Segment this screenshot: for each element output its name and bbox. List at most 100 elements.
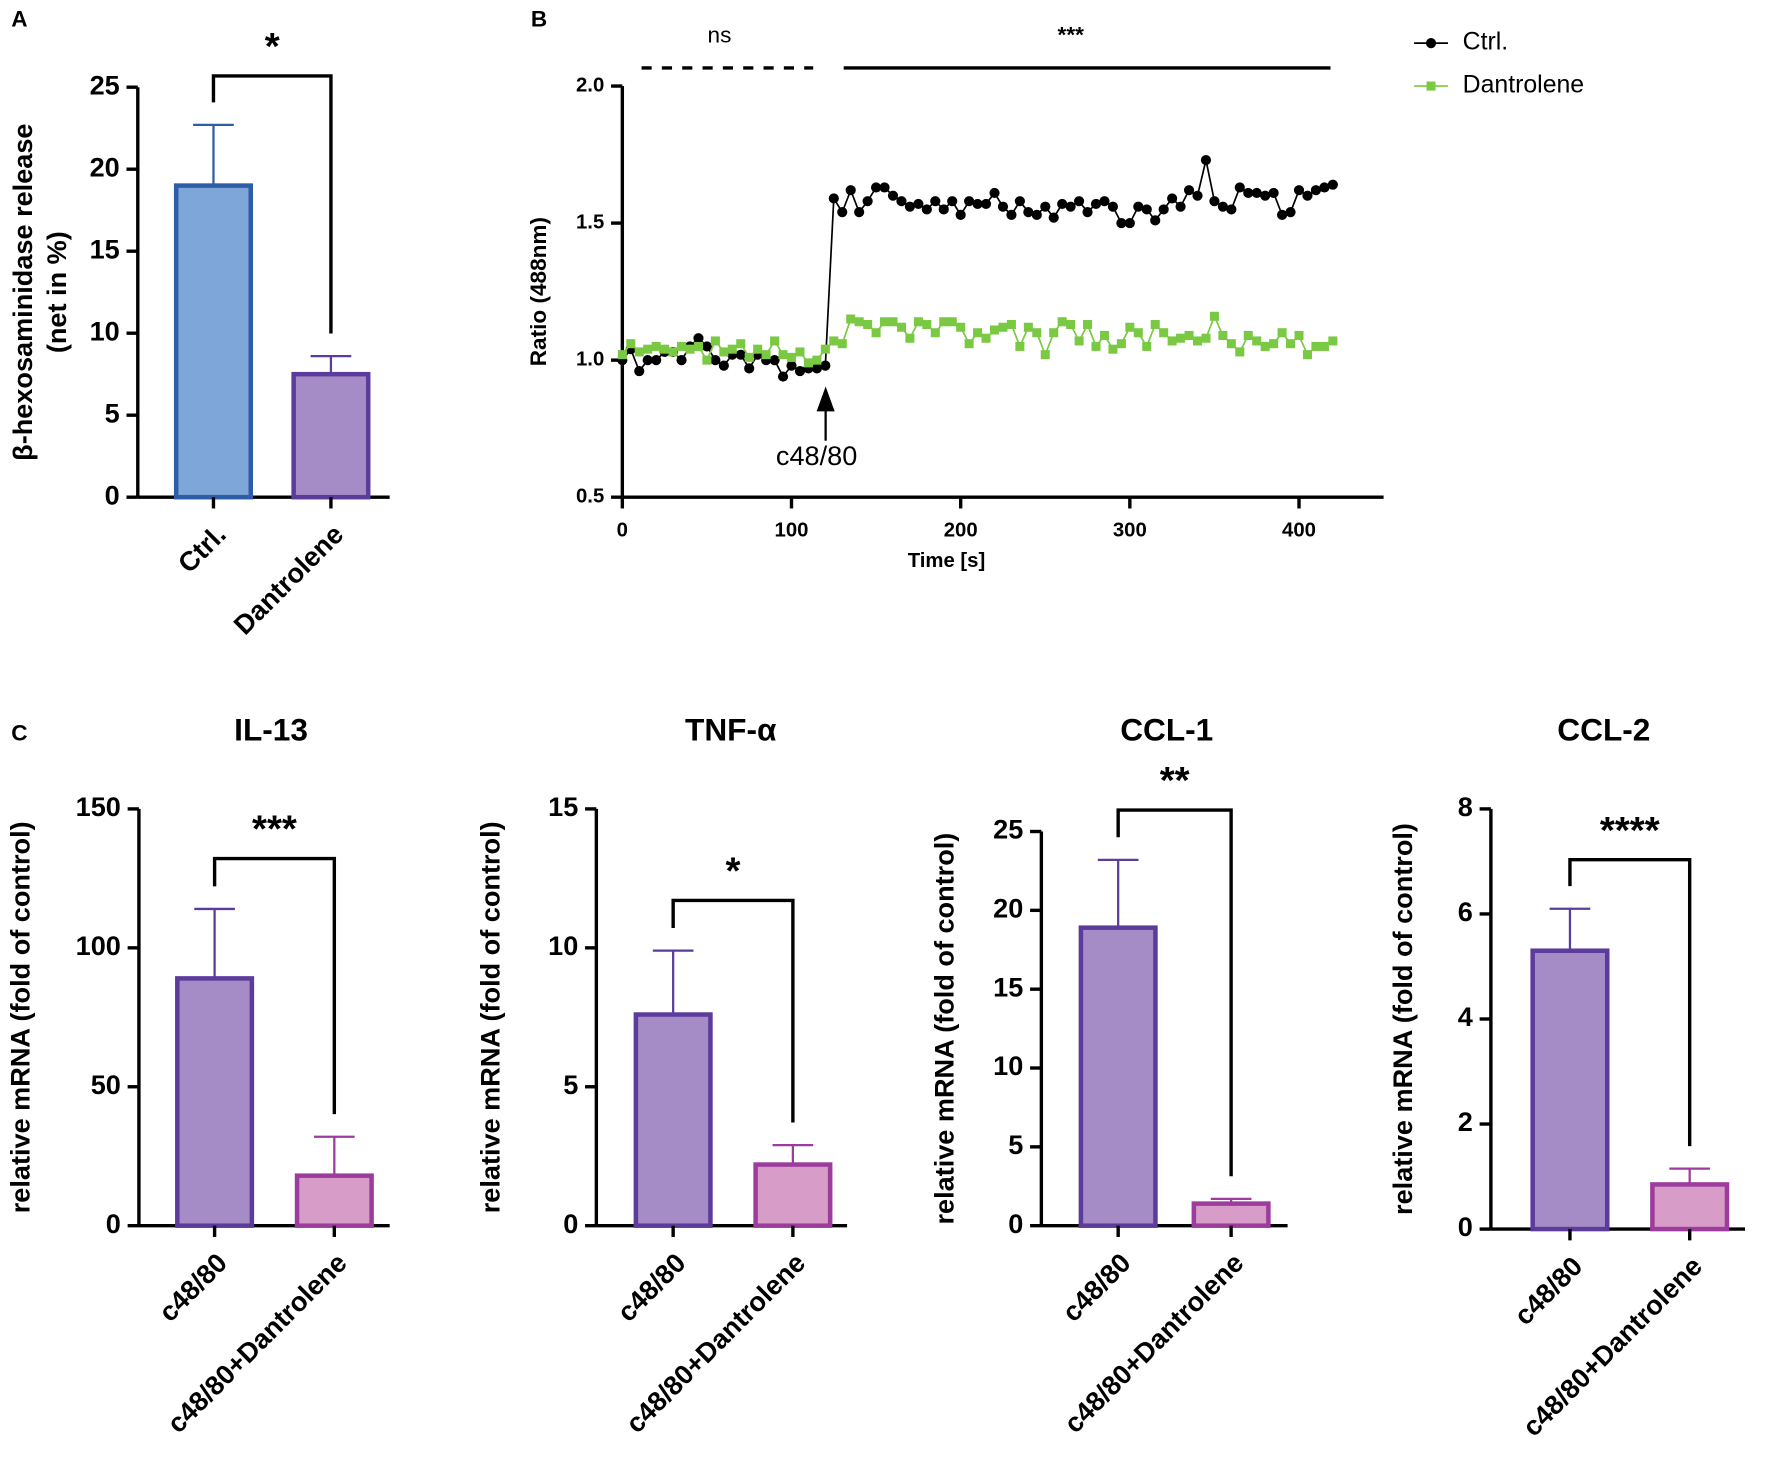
data-point bbox=[1243, 330, 1253, 340]
data-point bbox=[634, 347, 644, 357]
data-point bbox=[1260, 341, 1270, 351]
data-point bbox=[1175, 201, 1186, 212]
data-point bbox=[651, 355, 662, 366]
data-point bbox=[930, 328, 940, 338]
x-tick-label: c48/80 bbox=[611, 1247, 692, 1328]
data-point bbox=[693, 341, 703, 351]
data-point bbox=[1066, 319, 1076, 330]
chart-title: TNF-α bbox=[685, 711, 777, 747]
bar bbox=[291, 371, 371, 500]
data-point bbox=[947, 317, 957, 327]
data-point bbox=[1167, 336, 1177, 346]
data-point bbox=[921, 204, 932, 215]
y-axis-label: β-hexosaminidase release bbox=[7, 124, 38, 461]
y-tick-label: 0 bbox=[106, 1208, 121, 1239]
data-point bbox=[964, 339, 974, 349]
annotation: ns bbox=[708, 22, 732, 47]
y-axis-label: (net in %) bbox=[41, 231, 72, 353]
data-point bbox=[1125, 322, 1135, 332]
significance-label: * bbox=[265, 25, 280, 68]
data-point bbox=[1065, 201, 1076, 212]
y-axis-label: Ratio (488nm) bbox=[526, 217, 551, 366]
x-tick-label: 400 bbox=[1282, 519, 1316, 541]
x-tick-label: 300 bbox=[1113, 519, 1147, 541]
data-point bbox=[1083, 319, 1093, 330]
data-point bbox=[981, 333, 991, 343]
data-point bbox=[1176, 333, 1186, 343]
legend-label: Dantrolene bbox=[1463, 72, 1584, 99]
data-point bbox=[1277, 328, 1287, 338]
y-tick-label: 10 bbox=[90, 315, 120, 346]
y-tick-label: 150 bbox=[76, 791, 121, 822]
data-point bbox=[845, 185, 856, 196]
data-point bbox=[896, 322, 906, 332]
y-tick-label: 50 bbox=[91, 1069, 121, 1100]
data-point bbox=[904, 201, 916, 212]
data-point bbox=[1133, 201, 1144, 212]
data-point bbox=[1133, 328, 1143, 338]
y-tick-label: 5 bbox=[563, 1069, 578, 1100]
panel-label: C bbox=[11, 720, 27, 745]
data-point bbox=[1286, 339, 1296, 349]
data-point bbox=[947, 196, 958, 207]
data-point bbox=[651, 341, 661, 351]
data-point bbox=[1116, 218, 1127, 229]
data-point bbox=[1302, 350, 1312, 360]
significance-bracket bbox=[212, 856, 337, 1115]
bar bbox=[1650, 1182, 1730, 1232]
data-point bbox=[701, 341, 713, 352]
data-point bbox=[922, 319, 932, 330]
data-point bbox=[1150, 215, 1161, 226]
data-point bbox=[761, 350, 771, 360]
data-point bbox=[735, 349, 746, 360]
legend-marker bbox=[1425, 38, 1437, 49]
data-point bbox=[880, 317, 890, 327]
y-tick-label: 4 bbox=[1458, 1001, 1473, 1032]
data-point bbox=[1040, 350, 1050, 360]
data-point bbox=[871, 328, 881, 338]
annotation: *** bbox=[1058, 22, 1085, 47]
data-point bbox=[846, 314, 856, 324]
data-point bbox=[702, 355, 712, 365]
data-point bbox=[1116, 339, 1126, 349]
y-tick-label: 15 bbox=[90, 233, 120, 264]
data-point bbox=[1192, 336, 1203, 346]
data-point bbox=[887, 190, 899, 201]
data-point bbox=[1167, 193, 1178, 204]
significance-label: *** bbox=[252, 808, 297, 851]
data-point bbox=[719, 347, 729, 357]
data-point bbox=[1310, 185, 1322, 196]
data-point bbox=[829, 336, 839, 346]
data-point bbox=[727, 344, 737, 354]
data-point bbox=[1260, 190, 1271, 201]
series-line bbox=[621, 159, 1334, 379]
significance-label: * bbox=[726, 849, 741, 892]
data-point bbox=[668, 347, 678, 357]
data-point bbox=[1015, 341, 1025, 351]
data-point bbox=[642, 355, 653, 366]
data-point bbox=[1006, 209, 1017, 220]
data-point bbox=[1319, 182, 1330, 193]
data-point bbox=[820, 344, 830, 354]
data-point bbox=[1268, 187, 1279, 199]
data-point bbox=[1327, 179, 1338, 190]
chart-title: IL-13 bbox=[234, 711, 308, 747]
data-point bbox=[643, 344, 653, 354]
data-point bbox=[1217, 201, 1228, 212]
data-point bbox=[786, 360, 797, 371]
data-point bbox=[1277, 209, 1288, 220]
data-point bbox=[1074, 336, 1084, 346]
data-point bbox=[1293, 185, 1305, 196]
panel-label: A bbox=[11, 7, 27, 32]
significance-bracket bbox=[1116, 808, 1233, 1177]
data-point bbox=[710, 355, 721, 366]
data-point bbox=[1201, 333, 1211, 343]
y-axis-label: relative mRNA (fold of control) bbox=[5, 821, 36, 1213]
data-point bbox=[837, 339, 847, 349]
data-point bbox=[1150, 319, 1160, 330]
y-tick-label: 1.0 bbox=[576, 349, 604, 371]
data-point bbox=[871, 182, 882, 193]
legend-marker bbox=[1426, 81, 1436, 91]
bar bbox=[175, 976, 255, 1228]
